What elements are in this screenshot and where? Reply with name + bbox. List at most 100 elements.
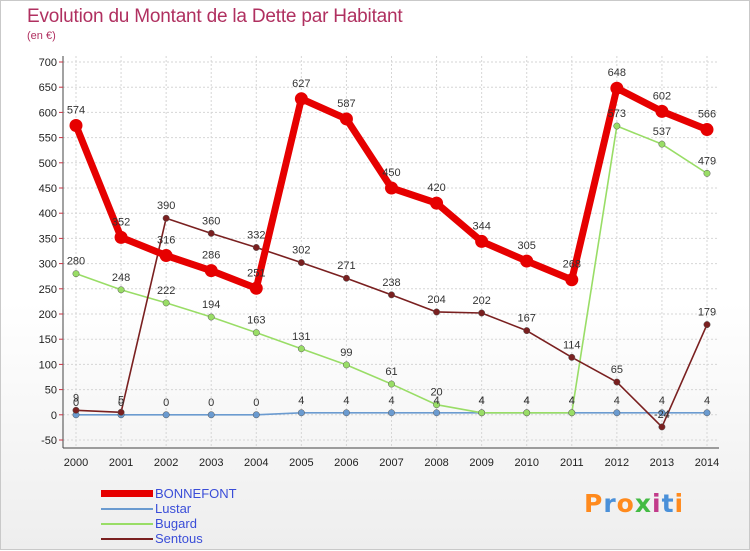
x-tick-label: 2007 (379, 457, 403, 469)
data-label-sentous: 302 (292, 245, 310, 257)
data-point-bonnefont (159, 249, 173, 263)
data-label-bugard: 479 (698, 155, 716, 167)
data-point-bugard (72, 270, 80, 278)
data-point-sentous (162, 214, 170, 222)
data-point-bugard (568, 409, 576, 417)
data-point-sentous (207, 229, 215, 237)
data-label-bonnefont: 627 (292, 78, 310, 90)
data-point-bugard (613, 122, 621, 130)
data-label-sentous: 360 (202, 215, 220, 227)
data-point-bugard (117, 286, 125, 294)
proxiti-logo: Proxiti (584, 489, 684, 518)
data-label-bugard: 280 (67, 256, 85, 268)
y-tick-label: 100 (39, 359, 57, 371)
x-tick-label: 2008 (424, 457, 448, 469)
data-label-bonnefont: 344 (472, 220, 490, 232)
data-label-bugard: 61 (385, 366, 397, 378)
y-tick-label: 450 (39, 183, 57, 195)
data-point-bonnefont (204, 264, 218, 278)
data-label-sentous: 390 (157, 200, 175, 212)
data-label-lustar: 0 (253, 397, 259, 409)
data-point-bonnefont (249, 281, 263, 295)
data-label-sentous: 9 (73, 392, 79, 404)
data-label-lustar: 4 (614, 395, 620, 407)
data-label-bonnefont: 602 (653, 90, 671, 102)
x-tick-label: 2006 (334, 457, 358, 469)
x-tick-label: 2000 (64, 457, 88, 469)
data-label-bugard: 4 (479, 395, 485, 407)
data-point-sentous (72, 406, 80, 414)
data-label-sentous: 204 (427, 294, 445, 306)
y-tick-label: 400 (39, 208, 57, 220)
data-label-bugard: 131 (292, 331, 310, 343)
y-tick-label: 350 (39, 233, 57, 245)
y-axis-unit: (en €) (27, 30, 56, 42)
data-point-bonnefont (385, 181, 398, 195)
data-label-bonnefont: 587 (337, 98, 355, 110)
data-label-lustar: 4 (388, 395, 394, 407)
data-point-bugard (297, 345, 305, 353)
y-tick-label: 650 (39, 82, 57, 94)
data-point-bugard (342, 361, 350, 369)
data-label-lustar: 4 (659, 395, 665, 407)
x-tick-label: 2005 (289, 457, 313, 469)
y-tick-label: 250 (39, 284, 57, 296)
data-label-lustar: 0 (163, 397, 169, 409)
data-label-bonnefont: 574 (67, 105, 85, 117)
data-label-sentous: 202 (472, 295, 490, 307)
data-point-lustar (703, 409, 711, 417)
data-point-lustar (297, 409, 305, 417)
data-point-bugard (703, 169, 711, 177)
legend-label-bugard: Bugard (155, 516, 197, 531)
data-point-bugard (162, 299, 170, 307)
data-label-lustar: 0 (118, 397, 124, 409)
data-point-bugard (252, 329, 260, 337)
data-label-lustar: 4 (343, 395, 349, 407)
y-tick-label: 300 (39, 259, 57, 271)
x-tick-label: 2014 (695, 457, 719, 469)
y-tick-label: 550 (39, 133, 57, 145)
data-point-sentous (523, 327, 531, 335)
x-tick-label: 2011 (560, 457, 584, 469)
data-point-bonnefont (430, 196, 444, 210)
y-tick-label: 500 (39, 158, 57, 170)
data-point-sentous (342, 274, 350, 282)
data-point-bonnefont (294, 92, 308, 106)
data-point-bugard (207, 313, 215, 321)
data-label-bonnefont: 648 (608, 67, 626, 79)
legend-label-sentous: Sentous (155, 531, 203, 546)
data-point-bonnefont (475, 234, 489, 248)
data-point-lustar (388, 409, 395, 417)
data-point-lustar (433, 409, 441, 417)
data-point-bugard (433, 401, 441, 409)
legend-label-bonnefont: BONNEFONT (155, 486, 237, 501)
data-point-sentous (297, 259, 305, 267)
y-tick-label: 600 (39, 107, 57, 119)
data-point-sentous (433, 308, 441, 316)
data-label-bugard: 573 (608, 108, 626, 120)
data-point-sentous (658, 423, 666, 431)
data-point-bugard (658, 140, 666, 148)
x-tick-label: 2001 (109, 457, 133, 469)
data-label-sentous: -24 (654, 409, 670, 421)
axis-layer: -500501001502002503003504004505005506006… (39, 56, 719, 469)
legend-swatch-lustar (101, 508, 153, 510)
data-point-sentous (117, 408, 125, 416)
data-point-lustar (658, 409, 666, 417)
data-label-bonnefont: 420 (427, 182, 445, 194)
data-point-bugard (523, 409, 531, 417)
y-tick-label: -50 (41, 435, 57, 447)
data-label-lustar: 4 (479, 395, 485, 407)
data-point-bonnefont (655, 104, 669, 118)
data-label-bugard: 248 (112, 272, 130, 284)
grid-layer (63, 56, 719, 448)
data-label-sentous: 167 (518, 313, 536, 325)
logo-letter: i (674, 489, 685, 518)
data-point-sentous (388, 291, 395, 299)
data-point-bonnefont (69, 119, 83, 133)
data-label-bonnefont: 450 (382, 167, 400, 179)
chart-title: Evolution du Montant de la Dette par Hab… (27, 6, 403, 27)
data-label-lustar: 4 (704, 395, 710, 407)
data-label-sentous: 65 (611, 364, 623, 376)
